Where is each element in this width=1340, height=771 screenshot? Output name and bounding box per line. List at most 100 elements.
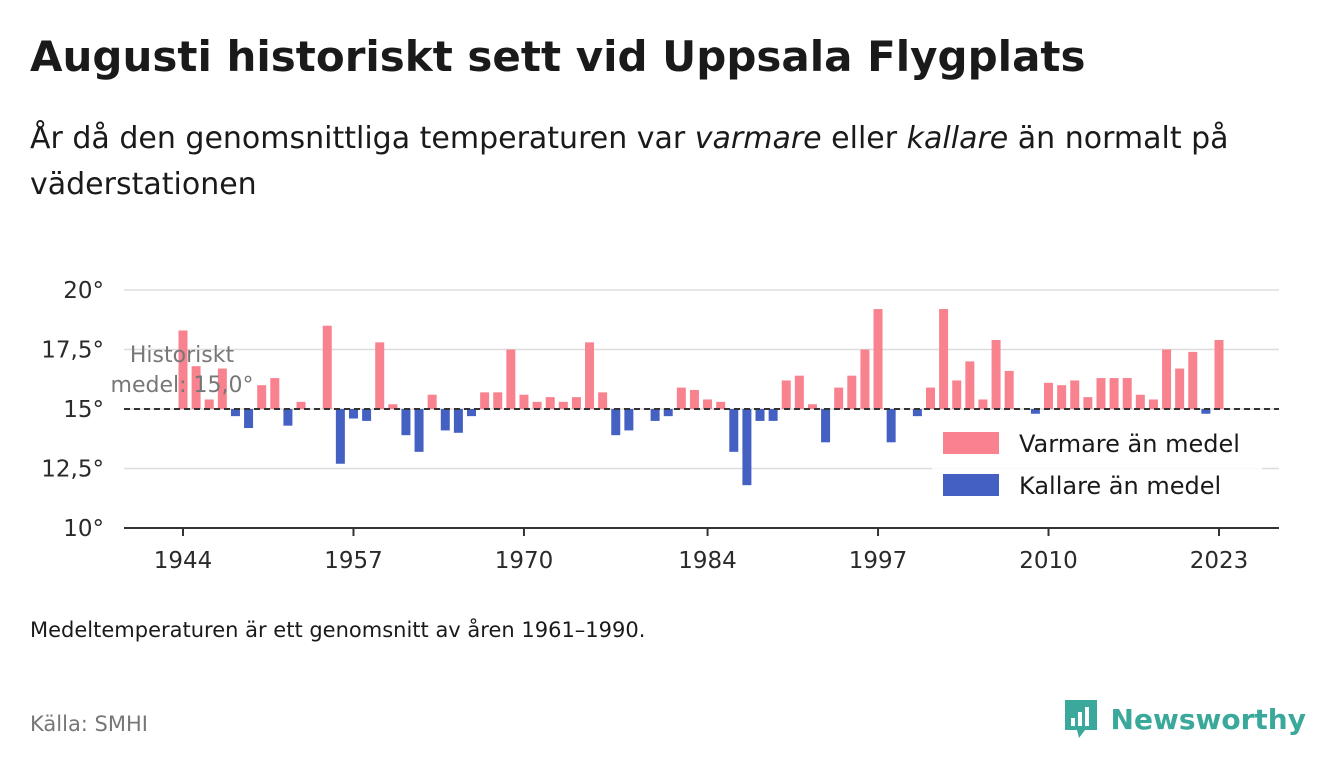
bar-warm (506, 349, 516, 409)
bar-cold (467, 409, 477, 417)
tick-labels: 10° 12,5° 15° 17,5° 20° 1944 1957 1970 1984 1997 2… (41, 278, 1248, 574)
bar-warm (257, 385, 267, 409)
bars (178, 309, 1224, 486)
bar-cold (1201, 409, 1211, 414)
bar-warm (532, 401, 542, 409)
bar-warm (952, 380, 962, 409)
bar-cold (348, 409, 358, 419)
bar-cold (912, 409, 922, 417)
subtitle-after: än normalt på väderstationen (30, 121, 1229, 202)
bar-warm (545, 397, 555, 409)
subtitle-cold-word: kallare (906, 121, 1009, 156)
brand-logo: Newsworthy (1063, 698, 1306, 740)
bar-warm (965, 361, 975, 409)
subtitle-before: År då den genomsnittliga temperaturen va… (30, 121, 695, 156)
bar-warm (1057, 385, 1067, 409)
x-tick-label: 1997 (849, 548, 908, 574)
y-tick-label: 10° (63, 516, 104, 542)
bar-warm (480, 392, 490, 409)
bar-warm (834, 387, 844, 409)
bar-warm (1135, 394, 1145, 409)
bar-warm (939, 309, 949, 409)
bar-warm (558, 401, 568, 409)
brand-name: Newsworthy (1110, 702, 1306, 736)
baseline-label-line2: medel: 15,0° (111, 373, 254, 398)
bar-warm (1148, 399, 1158, 409)
bar-cold (729, 409, 739, 452)
bar-chart-logo-icon (1064, 700, 1097, 738)
bar-warm (493, 392, 503, 409)
bar-cold (283, 409, 293, 426)
y-tick-label: 17,5° (41, 338, 104, 364)
bar-warm (807, 404, 817, 409)
bar-warm (1122, 378, 1132, 409)
bar-cold (335, 409, 345, 464)
bar-warm (1096, 378, 1106, 409)
bar-warm (703, 399, 713, 409)
bar-cold (821, 409, 831, 443)
bar-warm (585, 342, 595, 409)
legend-label-warm: Varmare än medel (1019, 430, 1240, 458)
bar-warm (178, 330, 188, 409)
bar-warm (1175, 368, 1185, 409)
page-title: Augusti historiskt sett vid Uppsala Flyg… (30, 32, 1086, 81)
bar-warm (978, 399, 988, 409)
bar-warm (519, 394, 529, 409)
bar-warm (689, 389, 699, 409)
subtitle-warm-word: varmare (694, 121, 822, 156)
legend-swatch-warm (943, 432, 999, 454)
bar-warm (296, 401, 306, 409)
bar-warm (794, 375, 804, 409)
bar-warm (1083, 397, 1093, 409)
y-tick-label: 15° (63, 397, 104, 423)
bar-warm (860, 349, 870, 409)
bar-warm (847, 375, 857, 409)
temperature-bar-chart: 10° 12,5° 15° 17,5° 20° 1944 1957 1970 1984 1997 2… (41, 278, 1279, 574)
x-tick-label: 2023 (1190, 548, 1249, 574)
bar-cold (624, 409, 634, 431)
bar-cold (244, 409, 254, 429)
legend-label-cold: Kallare än medel (1019, 472, 1221, 500)
bar-cold (440, 409, 450, 431)
axes (124, 527, 1279, 536)
bar-cold (611, 409, 621, 436)
bar-cold (650, 409, 660, 421)
legend-swatch-cold (943, 474, 999, 496)
y-tick-label: 20° (63, 278, 104, 304)
bar-warm (388, 404, 398, 409)
baseline-label: Historiskt medel: 15,0° (111, 343, 254, 398)
bar-cold (755, 409, 765, 421)
bar-warm (1214, 339, 1224, 409)
x-tick-label: 1957 (324, 548, 383, 574)
x-tick-label: 1984 (678, 548, 737, 574)
bar-cold (1030, 409, 1040, 414)
bar-cold (453, 409, 463, 433)
bar-cold (362, 409, 372, 421)
bar-warm (781, 380, 791, 409)
bar-warm (571, 397, 581, 409)
source-label: Källa: SMHI (30, 712, 148, 736)
x-tick-label: 1970 (495, 548, 554, 574)
bar-warm (873, 309, 883, 409)
subtitle-middle: eller (821, 121, 907, 156)
bar-warm (217, 368, 227, 409)
legend: Varmare än medel Kallare än medel (932, 424, 1262, 506)
bar-cold (230, 409, 240, 417)
bar-cold (414, 409, 424, 452)
bar-warm (375, 342, 385, 409)
bar-cold (401, 409, 411, 436)
bar-warm (1004, 370, 1014, 409)
bar-cold (742, 409, 752, 486)
page-subtitle: År då den genomsnittliga temperaturen va… (30, 116, 1290, 208)
bar-warm (598, 392, 608, 409)
bar-cold (768, 409, 778, 421)
bar-warm (1109, 378, 1119, 409)
bar-warm (1044, 382, 1054, 409)
x-tick-label: 1944 (154, 548, 213, 574)
bar-warm (427, 394, 437, 409)
bar-warm (676, 387, 686, 409)
y-tick-label: 12,5° (41, 457, 104, 483)
bar-warm (322, 325, 332, 409)
bar-warm (270, 378, 280, 409)
bar-cold (886, 409, 896, 443)
